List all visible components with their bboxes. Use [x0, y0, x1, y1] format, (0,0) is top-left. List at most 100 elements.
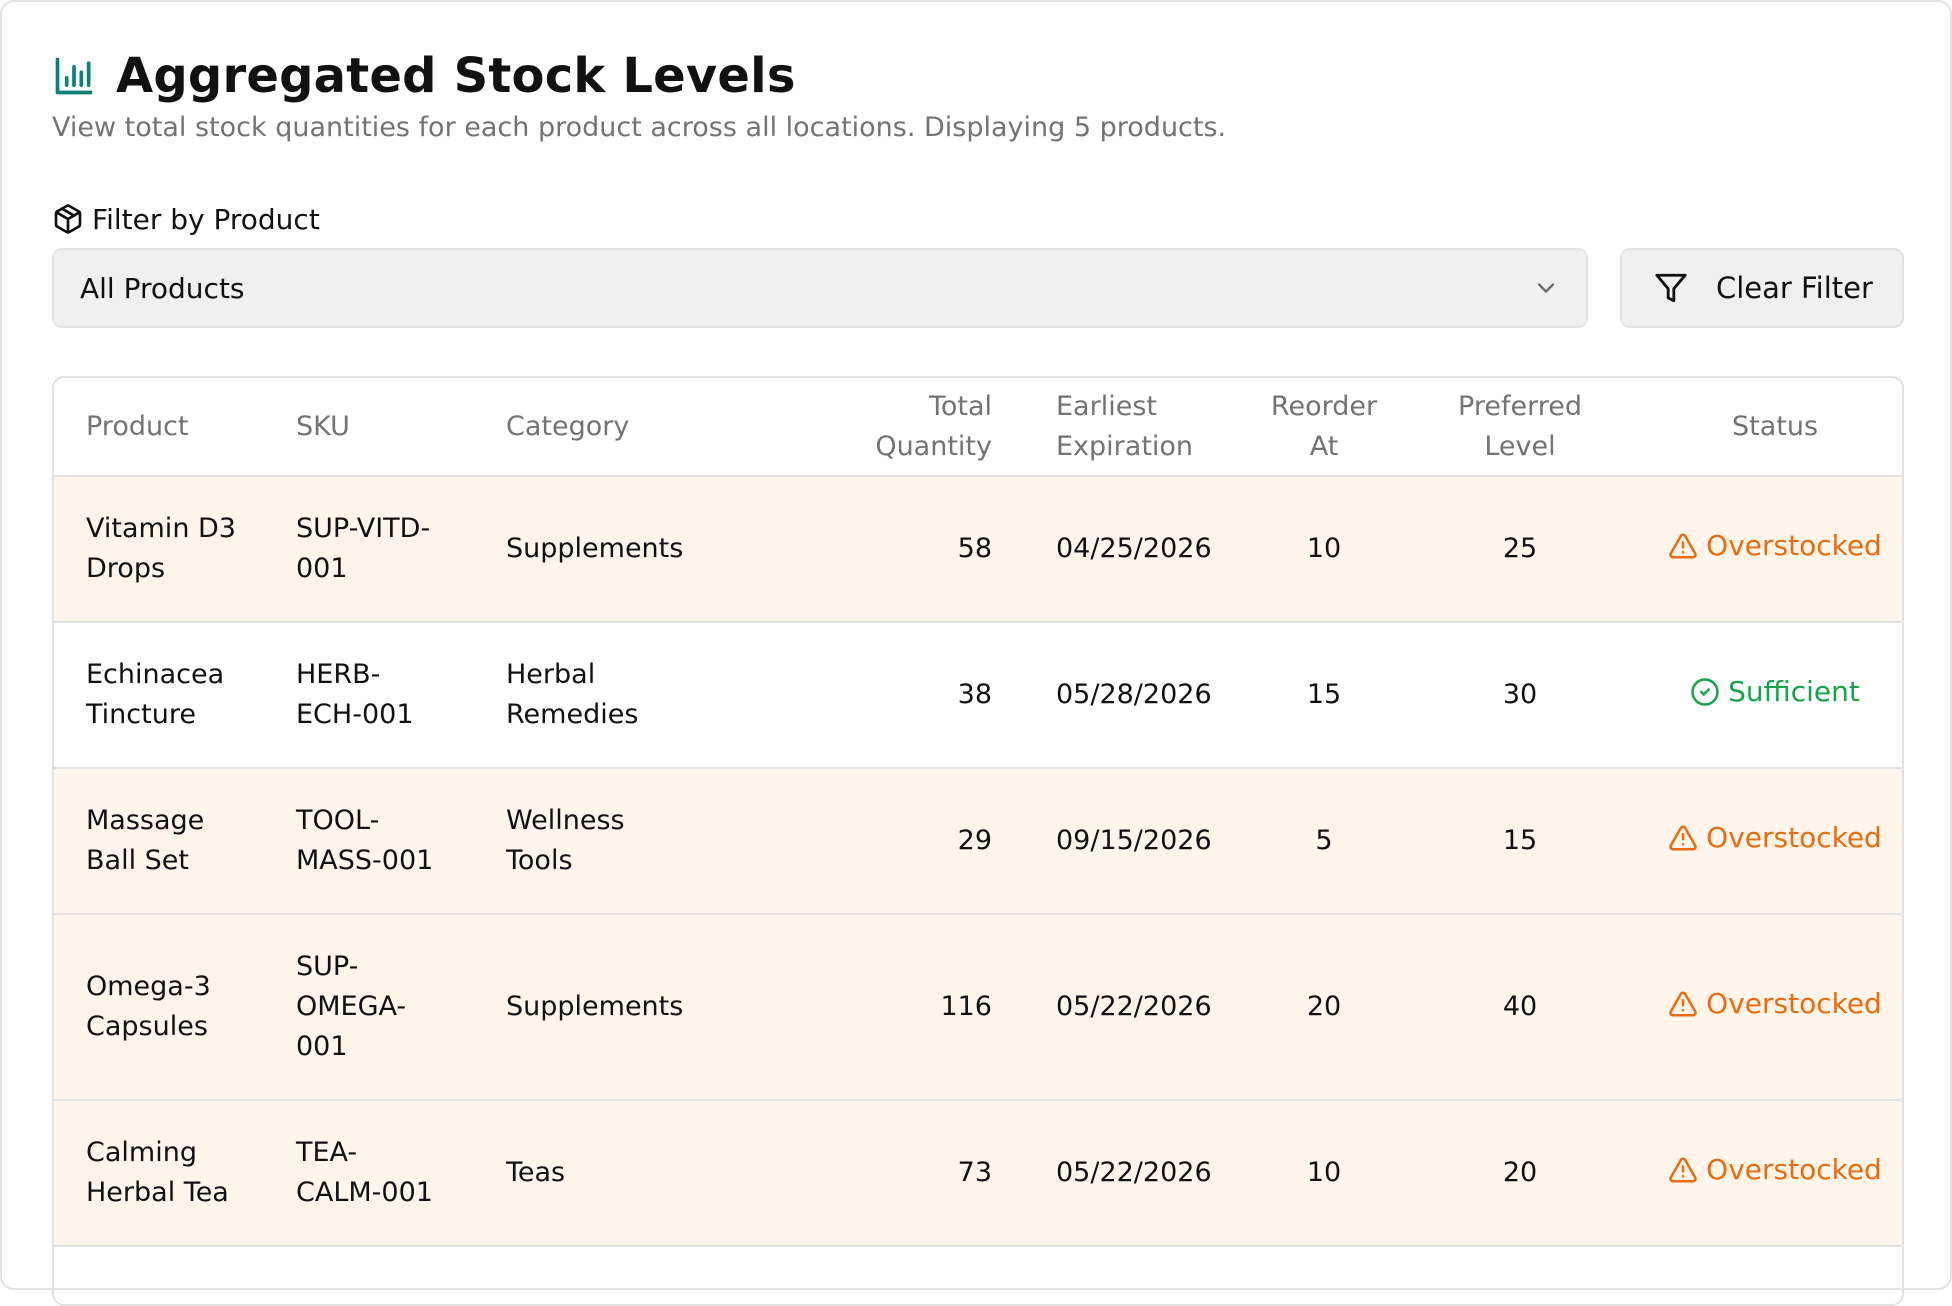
warning-triangle-icon [1668, 823, 1698, 853]
cell-category: Herbal Remedies [506, 622, 754, 769]
product-filter-select[interactable]: All Products [52, 248, 1588, 328]
cell-status: Overstocked [1648, 768, 1902, 915]
table-row[interactable]: Massage Ball Set TOOL- MASS-001 Wellness… [54, 768, 1902, 915]
category-line: Supplements [506, 533, 684, 564]
cell-preferred-level: 25 [1392, 476, 1648, 623]
table-row[interactable]: Omega-3 Capsules SUP- OMEGA- 001 Supplem… [54, 914, 1902, 1101]
status-badge: Overstocked [1668, 1150, 1882, 1190]
cell-category: Teas [506, 1100, 754, 1247]
status-label: Overstocked [1706, 1152, 1882, 1186]
warning-triangle-icon [1668, 1155, 1698, 1185]
col-preferred-level-line1: Preferred [1458, 390, 1582, 422]
page-title: Aggregated Stock Levels [116, 48, 796, 104]
product-line: Echinacea [86, 659, 225, 690]
cell-status: Overstocked [1648, 1100, 1902, 1247]
col-product[interactable]: Product [54, 378, 296, 477]
cell-total-quantity: 58 [754, 476, 992, 623]
filter-label-row: Filter by Product [52, 200, 320, 238]
check-circle-icon [1690, 677, 1720, 707]
cell-preferred-level: 40 [1392, 914, 1648, 1101]
col-status[interactable]: Status [1648, 378, 1902, 477]
clear-filter-button[interactable]: Clear Filter [1620, 248, 1904, 328]
clear-filter-label: Clear Filter [1716, 271, 1873, 305]
col-total-quantity-line1: Total [928, 390, 992, 422]
status-label: Overstocked [1706, 528, 1882, 562]
sku-line: SUP- [296, 951, 359, 982]
cell-product: Omega-3 Capsules [54, 914, 296, 1101]
status-label: Overstocked [1706, 820, 1882, 854]
cell-category: Wellness Tools [506, 768, 754, 915]
table-row[interactable]: Vitamin D3 Drops SUP-VITD- 001 Supplemen… [54, 476, 1902, 623]
status-badge: Overstocked [1668, 526, 1882, 566]
cell-sku: HERB- ECH-001 [296, 622, 506, 769]
col-reorder-at-line1: Reorder [1270, 390, 1378, 422]
filter-label: Filter by Product [92, 202, 320, 236]
page-subtitle: View total stock quantities for each pro… [52, 112, 1227, 143]
category-line: Remedies [506, 699, 639, 730]
cell-preferred-level: 20 [1392, 1100, 1648, 1247]
filter-icon [1654, 271, 1688, 305]
package-icon [52, 203, 84, 235]
cell-category: Supplements [506, 914, 754, 1101]
sku-line: CALM-001 [296, 1177, 433, 1208]
product-line: Vitamin D3 [86, 513, 236, 544]
status-badge: Sufficient [1690, 672, 1860, 712]
sku-line: MASS-001 [296, 845, 434, 876]
sku-line: ECH-001 [296, 699, 414, 730]
category-line: Wellness [506, 805, 625, 836]
cell-preferred-level: 15 [1392, 768, 1648, 915]
cell-earliest-expiration: 09/15/2026 [992, 768, 1256, 915]
product-line: Drops [86, 553, 166, 584]
product-line: Massage [86, 805, 205, 836]
table-row[interactable]: Echinacea Tincture HERB- ECH-001 Herbal … [54, 622, 1902, 769]
col-reorder-at[interactable]: Reorder At [1256, 378, 1392, 477]
cell-status: Overstocked [1648, 476, 1902, 623]
product-line: Tincture [86, 699, 196, 730]
status-label: Overstocked [1706, 986, 1882, 1020]
bar-chart-icon [52, 54, 96, 98]
category-line: Herbal [506, 659, 596, 690]
col-sku[interactable]: SKU [296, 378, 506, 477]
category-line: Tools [506, 845, 573, 876]
col-total-quantity[interactable]: Total Quantity [754, 378, 992, 477]
cell-product: Massage Ball Set [54, 768, 296, 915]
cell-reorder-at: 15 [1256, 622, 1392, 769]
status-label: Sufficient [1728, 674, 1860, 708]
col-category[interactable]: Category [506, 378, 754, 477]
sku-line: 001 [296, 553, 348, 584]
chevron-down-icon [1532, 274, 1560, 302]
sku-line: OMEGA- [296, 991, 407, 1022]
cell-category: Supplements [506, 476, 754, 623]
warning-triangle-icon [1668, 989, 1698, 1019]
cell-sku: SUP- OMEGA- 001 [296, 914, 506, 1101]
cell-product: Echinacea Tincture [54, 622, 296, 769]
product-line: Capsules [86, 1011, 208, 1042]
cell-product: Vitamin D3 Drops [54, 476, 296, 623]
cell-preferred-level: 30 [1392, 622, 1648, 769]
cell-reorder-at: 5 [1256, 768, 1392, 915]
cell-status: Sufficient [1648, 622, 1902, 769]
sku-line: TOOL- [296, 805, 380, 836]
status-badge: Overstocked [1668, 818, 1882, 858]
select-value: All Products [80, 271, 245, 305]
cell-total-quantity: 73 [754, 1100, 992, 1247]
status-badge: Overstocked [1668, 984, 1882, 1024]
col-preferred-level[interactable]: Preferred Level [1392, 378, 1648, 477]
cell-sku: TOOL- MASS-001 [296, 768, 506, 915]
cell-reorder-at: 10 [1256, 1100, 1392, 1247]
cell-reorder-at: 20 [1256, 914, 1392, 1101]
cell-product: Calming Herbal Tea [54, 1100, 296, 1247]
product-line: Calming [86, 1137, 197, 1168]
col-earliest-expiration-line2: Expiration [1056, 430, 1194, 462]
cell-earliest-expiration: 04/25/2026 [992, 476, 1256, 623]
table-row[interactable]: Calming Herbal Tea TEA- CALM-001 Teas 73… [54, 1100, 1902, 1247]
col-earliest-expiration[interactable]: Earliest Expiration [992, 378, 1256, 477]
cell-sku: SUP-VITD- 001 [296, 476, 506, 623]
cell-earliest-expiration: 05/28/2026 [992, 622, 1256, 769]
col-total-quantity-line2: Quantity [875, 430, 992, 462]
cell-total-quantity: 29 [754, 768, 992, 915]
col-earliest-expiration-line1: Earliest [1056, 390, 1157, 422]
cell-reorder-at: 10 [1256, 476, 1392, 623]
table-header-row: Product SKU Category Total Quantity Earl… [54, 378, 1902, 477]
sku-line: TEA- [296, 1137, 358, 1168]
